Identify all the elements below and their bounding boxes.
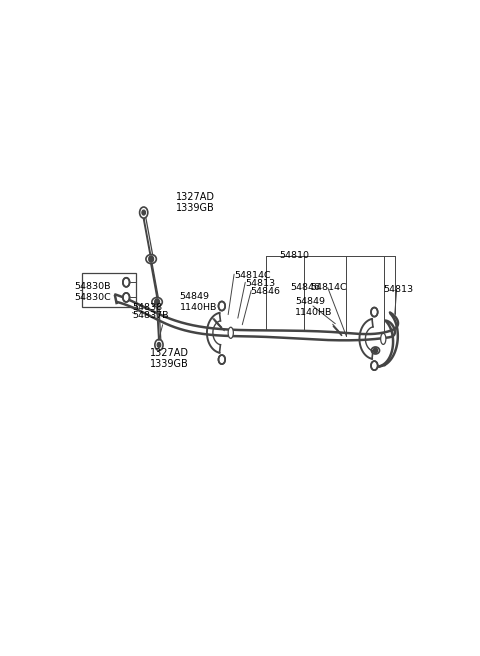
Text: 54813: 54813 [245, 279, 276, 288]
Circle shape [218, 302, 225, 310]
Text: 54810: 54810 [279, 251, 310, 260]
Text: 1327AD
1339GB: 1327AD 1339GB [176, 192, 215, 213]
Ellipse shape [146, 255, 156, 264]
Text: 54813: 54813 [384, 285, 414, 295]
Circle shape [142, 210, 145, 215]
Circle shape [218, 355, 225, 364]
Text: 54814C: 54814C [310, 283, 347, 293]
Circle shape [157, 342, 161, 348]
Circle shape [155, 299, 159, 305]
Ellipse shape [152, 297, 162, 306]
Circle shape [149, 256, 154, 262]
Text: 1327AD
1339GB: 1327AD 1339GB [150, 348, 189, 369]
Circle shape [123, 293, 130, 302]
Text: 54846: 54846 [290, 283, 320, 293]
Ellipse shape [228, 327, 233, 338]
Text: 54846: 54846 [251, 287, 280, 297]
Circle shape [373, 348, 377, 353]
Bar [82, 273, 135, 307]
Circle shape [371, 308, 378, 317]
Text: 54837B: 54837B [132, 311, 169, 319]
Ellipse shape [372, 347, 380, 354]
Text: 54849
1140HB: 54849 1140HB [180, 293, 217, 312]
Text: 54830B
54830C: 54830B 54830C [74, 282, 111, 302]
Text: 54838: 54838 [132, 302, 163, 312]
Circle shape [371, 361, 378, 370]
Ellipse shape [381, 333, 386, 344]
Text: 54814C: 54814C [234, 271, 271, 280]
Text: 54849
1140HB: 54849 1140HB [295, 297, 333, 317]
Circle shape [123, 277, 130, 287]
